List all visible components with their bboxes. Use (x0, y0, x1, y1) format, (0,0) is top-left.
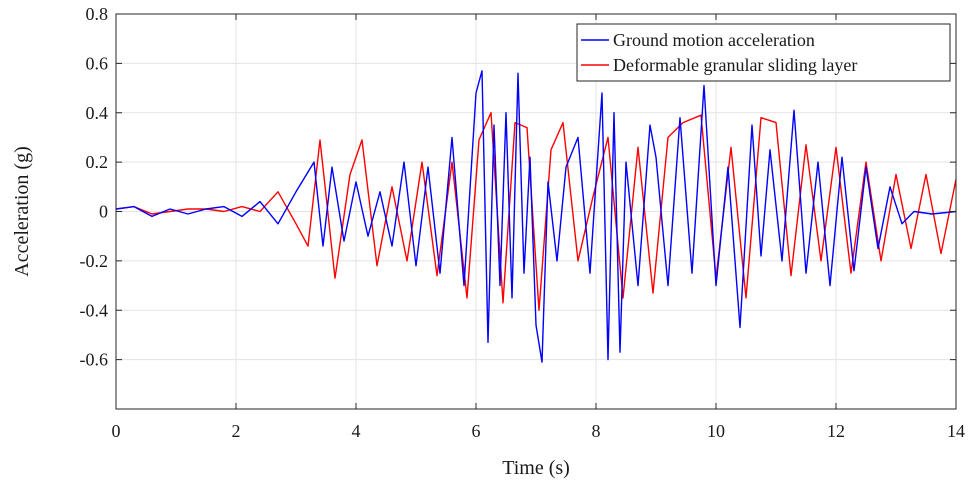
x-tick-label: 12 (827, 421, 845, 441)
legend-label-ground-motion: Ground motion acceleration (613, 30, 815, 50)
x-tick-label: 10 (707, 421, 725, 441)
series-lines (115, 70, 957, 363)
x-tick-label: 2 (232, 421, 241, 441)
y-tick-label: 0.8 (86, 4, 109, 24)
y-axis-label: Acceleration (g) (11, 146, 33, 276)
x-tick-label: 14 (947, 421, 965, 441)
x-tick-label: 8 (592, 421, 601, 441)
x-tick-label: 0 (112, 421, 121, 441)
x-tick-label: 6 (472, 421, 481, 441)
y-tick-label: 0.2 (86, 152, 109, 172)
legend-label-granular-layer: Deformable granular sliding layer (613, 55, 857, 75)
ticks: 0 2 4 6 8 10 12 14 -0.6 -0.4 -0.2 0 0.2 0.4 0.6 0.8 (80, 4, 966, 441)
y-tick-label: -0.6 (80, 350, 109, 370)
legend-box (576, 23, 951, 82)
y-tick-label: 0.6 (86, 53, 109, 73)
x-axis-label: Time (s) (502, 457, 570, 479)
y-tick-label: -0.4 (80, 300, 109, 320)
y-tick-label: 0.4 (86, 103, 109, 123)
y-tick-label: 0 (99, 202, 108, 222)
series-line-1 (115, 111, 957, 311)
legend: Ground motion acceleration Deformable gr… (576, 23, 951, 82)
y-tick-label: -0.2 (80, 251, 109, 271)
x-tick-label: 4 (352, 421, 361, 441)
series-line-0 (115, 70, 957, 363)
